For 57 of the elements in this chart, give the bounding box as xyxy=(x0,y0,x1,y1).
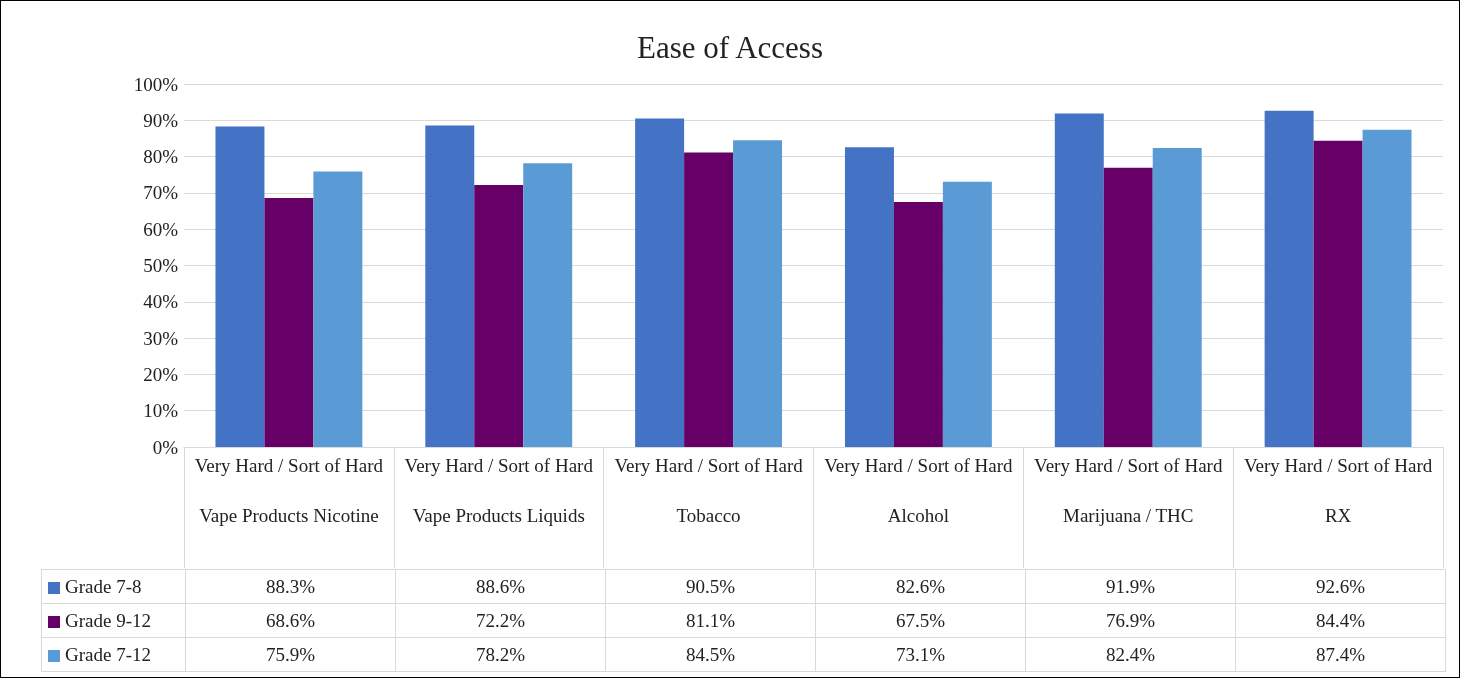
legend-label: Grade 7-8 xyxy=(41,569,186,604)
bar xyxy=(215,126,265,447)
y-tick-label: 10% xyxy=(143,400,179,422)
y-tick-label: 60% xyxy=(143,218,179,240)
data-label: 68.6% xyxy=(185,603,396,638)
y-tick-label: 50% xyxy=(143,255,179,276)
data-label: 84.4% xyxy=(1235,603,1446,638)
category-label: Very Hard / Sort of Hard Tobacco xyxy=(614,455,803,526)
y-tick-label: 40% xyxy=(143,291,179,313)
y-tick-label: 70% xyxy=(143,182,179,204)
data-label: 88.6% xyxy=(395,569,606,604)
y-tick-label: 80% xyxy=(143,146,179,168)
data-label: 87.4% xyxy=(1235,637,1446,672)
data-label: 75.9% xyxy=(185,637,396,672)
bar xyxy=(684,152,734,447)
y-tick-label: 0% xyxy=(152,436,179,458)
data-label: 90.5% xyxy=(605,569,816,604)
data-label: 82.6% xyxy=(815,569,1026,604)
bar xyxy=(733,140,783,447)
category-label: Very Hard / Sort of Hard RX xyxy=(1243,455,1433,526)
data-label: 88.3% xyxy=(185,569,396,604)
bar xyxy=(942,181,992,447)
bar xyxy=(264,197,314,447)
y-tick-label: 30% xyxy=(143,327,179,349)
category-label: Very Hard / Sort of Hard Alcohol xyxy=(824,455,1013,526)
legend-label: Grade 7-12 xyxy=(41,637,186,672)
data-label: 72.2% xyxy=(395,603,606,638)
bar xyxy=(1313,140,1363,447)
data-label: 82.4% xyxy=(1025,637,1236,672)
bar xyxy=(893,201,943,447)
bar xyxy=(635,118,685,447)
category-label: Very Hard / Sort of Hard Marijuana / THC xyxy=(1034,455,1223,526)
bar xyxy=(844,147,894,447)
data-label: 81.1% xyxy=(605,603,816,638)
data-label: 67.5% xyxy=(815,603,1026,638)
bar xyxy=(1362,129,1412,447)
bar xyxy=(425,125,475,447)
chart-title: Ease of Access xyxy=(637,30,823,65)
bar xyxy=(474,184,524,447)
legend-label: Grade 9-12 xyxy=(41,603,186,638)
data-label: 84.5% xyxy=(605,637,816,672)
y-tick-label: 20% xyxy=(143,363,179,385)
y-tick-label: 90% xyxy=(143,109,179,131)
data-label: 73.1% xyxy=(815,637,1026,672)
bar xyxy=(1103,167,1153,447)
data-label: 92.6% xyxy=(1235,569,1446,604)
bar xyxy=(523,163,573,447)
data-label: 78.2% xyxy=(395,637,606,672)
bar xyxy=(1054,113,1104,447)
data-label: 76.9% xyxy=(1025,603,1236,638)
bar xyxy=(313,171,363,447)
y-tick-label: 100% xyxy=(133,73,179,95)
category-label: Very Hard / Sort of Hard Vape Products Liquids xyxy=(404,455,593,526)
data-label: 91.9% xyxy=(1025,569,1236,604)
bar xyxy=(1152,147,1202,447)
category-label: Very Hard / Sort of Hard Vape Products Nicotine xyxy=(194,455,384,526)
bar xyxy=(1264,110,1314,447)
